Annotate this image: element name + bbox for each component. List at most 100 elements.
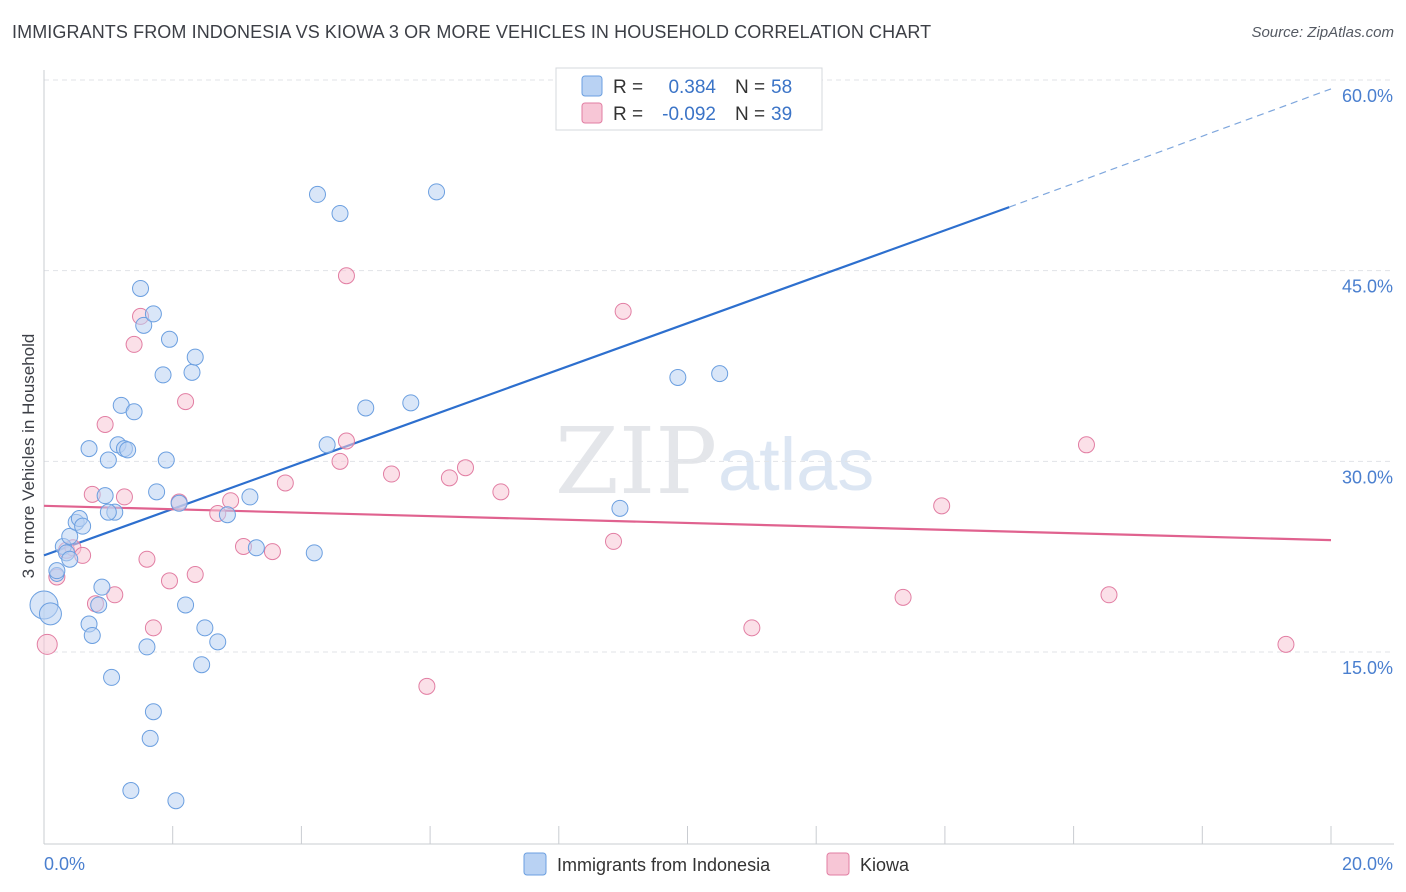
point-indonesia [305,544,323,562]
point-indonesia [99,503,117,521]
point-indonesia [186,348,204,366]
x-tick-label: 0.0% [44,854,85,874]
point-indonesia [428,183,446,201]
legend-n-label-1: N = [735,77,765,98]
point-indonesia [132,279,150,297]
point-indonesia [196,619,214,637]
legend-swatch-pink [581,102,603,124]
legend-r-value-2: -0.092 [662,104,716,125]
y-tick-label: 30.0% [1342,467,1393,487]
point-indonesia [144,305,162,323]
point-kiowa [144,619,162,637]
point-indonesia [308,185,326,203]
point-indonesia [193,656,211,674]
point-indonesia [125,403,143,421]
point-indonesia [48,562,66,580]
point-indonesia [38,602,62,626]
y-axis-label: 3 or more Vehicles in Household [19,334,38,579]
point-indonesia [96,487,114,505]
point-kiowa [382,465,400,483]
legend-n-value-1: 58 [771,77,792,98]
bottom-legend-label-kiowa: Kiowa [860,855,910,875]
point-kiowa [222,492,240,510]
point-indonesia [144,703,162,721]
legend-n-label-2: N = [735,104,765,125]
point-kiowa [36,633,58,655]
point-kiowa [337,267,355,285]
trend-lines [43,88,1332,557]
point-indonesia [209,633,227,651]
point-indonesia [611,499,629,517]
trend-line-kiowa [43,504,1332,542]
y-tick-label: 60.0% [1342,86,1393,106]
point-indonesia [167,792,185,810]
x-tick-label: 20.0% [1342,854,1393,874]
point-kiowa [331,452,349,470]
point-indonesia [241,488,259,506]
point-indonesia [148,483,166,501]
point-kiowa [1077,436,1095,454]
point-kiowa [186,565,204,583]
trend-line-indonesia [43,206,1010,557]
point-kiowa [115,488,133,506]
chart-title: IMMIGRANTS FROM INDONESIA VS KIOWA 3 OR … [12,22,932,42]
point-indonesia [99,451,117,469]
point-indonesia [160,330,178,348]
point-indonesia [157,451,175,469]
point-indonesia [218,506,236,524]
point-indonesia [247,539,265,557]
point-indonesia [122,782,140,800]
legend-n-value-2: 39 [771,104,792,125]
data-points [29,183,1295,810]
point-kiowa [604,532,622,550]
point-indonesia [177,596,195,614]
point-kiowa [1277,635,1295,653]
point-kiowa [96,415,114,433]
point-indonesia [183,363,201,381]
point-indonesia [80,440,98,458]
point-kiowa [418,677,436,695]
legend-r-label-2: R = [613,104,643,125]
legend: R = 0.384 N = 58 R = -0.092 N = 39 [555,67,823,131]
tick-labels: 15.0% 30.0% 45.0% 60.0% 0.0% 20.0% [44,86,1393,874]
bottom-legend-label-indonesia: Immigrants from Indonesia [557,855,771,875]
point-indonesia [93,578,111,596]
axes [43,70,1394,845]
point-kiowa [456,459,474,477]
point-indonesia [711,365,729,383]
point-kiowa [894,588,912,606]
point-kiowa [177,393,195,411]
point-indonesia [83,626,101,644]
point-indonesia [331,204,349,222]
point-indonesia [357,399,375,417]
point-indonesia [170,494,188,512]
point-indonesia [135,316,153,334]
point-kiowa [125,335,143,353]
watermark-zip: ZIP [555,408,717,515]
bottom-legend: Immigrants from Indonesia Kiowa [523,852,910,876]
point-kiowa [106,586,124,604]
bottom-legend-swatch-blue [523,852,547,876]
point-kiowa [933,497,951,515]
y-tick-label: 15.0% [1342,658,1393,678]
point-indonesia [90,596,108,614]
point-kiowa [337,432,355,450]
trend-line-indonesia-extension [1009,88,1332,208]
watermark-atlas: atlas [718,423,874,506]
point-indonesia [61,527,79,545]
point-kiowa [1100,586,1118,604]
point-indonesia [74,517,92,535]
legend-swatch-blue [581,75,603,97]
point-indonesia [154,366,172,384]
point-kiowa [263,543,281,561]
point-kiowa [614,302,632,320]
point-indonesia [402,394,420,412]
legend-r-label-1: R = [613,77,643,98]
point-indonesia [141,729,159,747]
point-kiowa [492,483,510,501]
point-indonesia [318,436,336,454]
bottom-legend-swatch-pink [826,852,850,876]
point-indonesia [119,441,137,459]
point-indonesia [138,638,156,656]
